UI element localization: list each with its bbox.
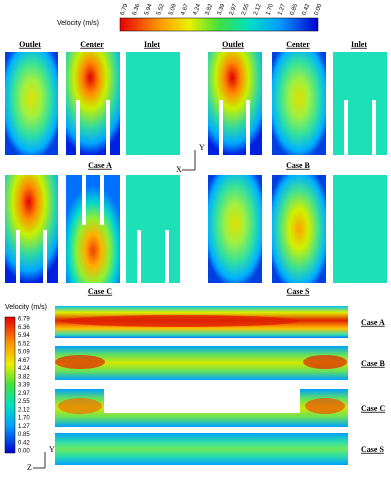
column-header: Center bbox=[286, 40, 310, 49]
colorbar-tick-label: 2.97 bbox=[18, 391, 30, 397]
case-label: Case C bbox=[88, 287, 112, 296]
colorbar-tick-label: 0.85 bbox=[18, 432, 30, 438]
colorbar-tick-label: 0.00 bbox=[314, 3, 324, 17]
axis-label: Z bbox=[27, 463, 32, 472]
colorbar-tick-label: 5.94 bbox=[18, 333, 30, 339]
colorbar-tick-label: 5.94 bbox=[144, 3, 154, 17]
colorbar-tick-label: 0.42 bbox=[18, 440, 30, 446]
column-header: Outlet bbox=[19, 40, 41, 49]
colorbar-tick-label: 5.52 bbox=[18, 341, 30, 347]
contour bbox=[126, 175, 180, 283]
colorbar-tick-label: 3.39 bbox=[217, 3, 227, 17]
colorbar-tick-label: 0.00 bbox=[18, 449, 30, 455]
axis-label: Y bbox=[199, 143, 205, 152]
contour bbox=[272, 175, 326, 283]
colorbar bbox=[4, 316, 16, 454]
colorbar-title: Velocity (m/s) bbox=[5, 304, 47, 311]
colorbar-tick-label: 0.42 bbox=[302, 3, 312, 17]
axes-icon bbox=[33, 452, 46, 469]
colorbar-tick-label: 4.24 bbox=[18, 366, 30, 372]
channel-panels bbox=[55, 306, 348, 465]
colorbar-tick-label: 5.09 bbox=[18, 350, 30, 356]
colorbar-tick-label: 1.70 bbox=[265, 3, 275, 17]
colorbar-tick-label: 4.67 bbox=[180, 3, 190, 17]
contour bbox=[5, 175, 58, 283]
case-label: Case S bbox=[361, 445, 384, 454]
colorbar-tick-label: 6.79 bbox=[18, 317, 30, 323]
column-header: Inlet bbox=[351, 40, 367, 49]
colorbar-tick-label: 0.85 bbox=[289, 3, 299, 17]
case-label: Case B bbox=[286, 161, 310, 170]
contour-panels bbox=[5, 52, 387, 283]
colorbar-tick-label: 2.55 bbox=[241, 3, 251, 17]
contour bbox=[333, 175, 387, 283]
case-label: Case A bbox=[361, 318, 385, 327]
contour bbox=[208, 175, 262, 283]
colorbar-tick-label: 1.70 bbox=[18, 416, 30, 422]
cutout bbox=[104, 389, 300, 413]
colorbar-title: Velocity (m/s) bbox=[57, 20, 99, 27]
column-header: Center bbox=[80, 40, 104, 49]
case-labels: Case A Case B Case C Case S bbox=[88, 161, 311, 296]
colorbar-tick-label: 3.39 bbox=[18, 383, 30, 389]
contour bbox=[208, 52, 262, 155]
contour bbox=[66, 175, 120, 283]
case-labels: Case A Case B Case C Case S bbox=[361, 318, 385, 454]
contour bbox=[333, 52, 387, 155]
axis-label: X bbox=[176, 165, 182, 174]
axis-label: Y bbox=[49, 445, 55, 454]
colorbar-tick-label: 6.36 bbox=[18, 325, 30, 331]
colorbar-tick-label: 1.27 bbox=[18, 424, 30, 430]
colorbar bbox=[119, 17, 319, 32]
colorbar-tick-label: 2.12 bbox=[253, 3, 263, 17]
case-label: Case S bbox=[287, 287, 310, 296]
case-label: Case C bbox=[361, 404, 385, 413]
colorbar-tick-label: 3.82 bbox=[205, 3, 215, 17]
colorbar-tick-label: 6.79 bbox=[120, 3, 130, 17]
colorbar-tick-label: 4.24 bbox=[192, 3, 202, 17]
case-label: Case B bbox=[361, 359, 385, 368]
colorbar-tick-label: 6.36 bbox=[132, 3, 142, 17]
colorbar-tick-label: 2.55 bbox=[18, 399, 30, 405]
colorbar-ticks: 6.79 6.36 5.94 5.52 5.09 4.67 4.24 3.82 3.39 2.97… bbox=[18, 317, 30, 455]
colorbar-tick-label: 2.97 bbox=[229, 3, 239, 17]
axes-icon bbox=[182, 150, 196, 171]
colorbar-tick-label: 3.82 bbox=[18, 374, 30, 380]
column-headers: Outlet Center Inlet Outlet Center Inlet bbox=[19, 40, 367, 49]
contour bbox=[126, 52, 180, 155]
colorbar-tick-label: 4.67 bbox=[18, 358, 30, 364]
contour bbox=[55, 433, 348, 465]
column-header: Inlet bbox=[144, 40, 160, 49]
contour bbox=[5, 52, 58, 155]
colorbar-tick-label: 5.52 bbox=[156, 3, 166, 17]
colorbar-tick-label: 1.27 bbox=[277, 3, 287, 17]
contour bbox=[272, 52, 326, 155]
contour bbox=[66, 52, 120, 155]
colorbar-tick-label: 2.12 bbox=[18, 407, 30, 413]
colorbar-tick-label: 5.09 bbox=[168, 3, 178, 17]
column-header: Outlet bbox=[222, 40, 244, 49]
case-label: Case A bbox=[88, 161, 112, 170]
